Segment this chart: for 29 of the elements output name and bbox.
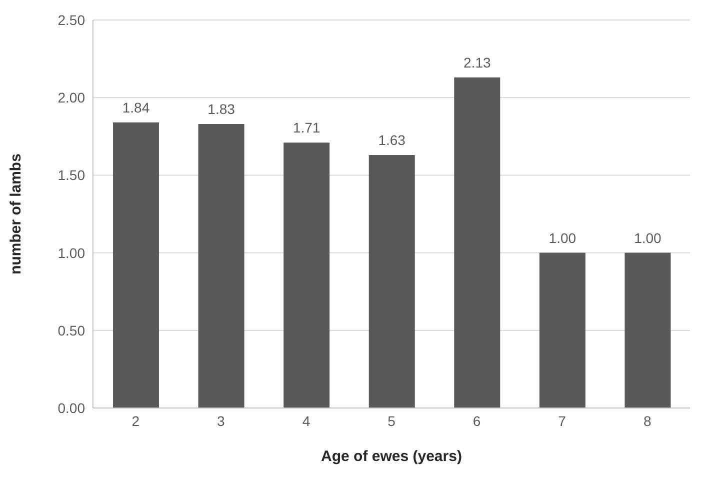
x-tick-label: 4 <box>302 412 310 429</box>
y-tick-label: 0.50 <box>58 322 86 338</box>
bar <box>454 77 500 408</box>
x-tick-label: 8 <box>643 412 652 429</box>
bar <box>113 122 159 408</box>
data-label: 1.71 <box>292 120 320 136</box>
data-label: 1.00 <box>634 230 662 246</box>
x-tick-label: 5 <box>388 412 396 429</box>
x-tick-label: 6 <box>472 412 481 429</box>
y-tick-label: 0.00 <box>58 400 86 416</box>
data-label: 1.63 <box>378 132 406 148</box>
bar <box>624 252 671 408</box>
data-label: 1.84 <box>122 99 150 116</box>
x-axis-title: Age of ewes (years) <box>321 448 462 465</box>
data-label: 1.00 <box>548 230 576 246</box>
y-tick-label: 2.50 <box>58 12 86 28</box>
data-label: 1.83 <box>208 100 236 117</box>
bar <box>539 252 586 408</box>
y-tick-label: 1.00 <box>58 244 86 261</box>
x-tick-label: 7 <box>558 412 566 429</box>
y-axis-title: number of lambs <box>7 154 24 274</box>
bar <box>284 142 330 408</box>
bar <box>368 155 415 408</box>
x-tick-label: 3 <box>217 412 226 429</box>
x-tick-label: 2 <box>132 412 140 429</box>
data-label: 2.13 <box>464 54 491 70</box>
y-tick-label: 2.00 <box>58 90 86 106</box>
y-tick-label: 1.50 <box>58 167 86 184</box>
bar <box>198 124 244 408</box>
